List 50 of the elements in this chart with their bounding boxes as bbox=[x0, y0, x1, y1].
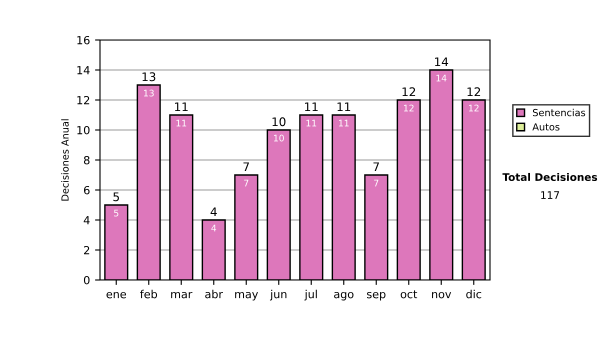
total-label: 14 bbox=[435, 57, 448, 66]
y-tick-label: 14 bbox=[77, 66, 90, 74]
x-tick-label: jul bbox=[304, 290, 317, 300]
y-tick-label: 10 bbox=[77, 126, 90, 134]
total-label: 13 bbox=[142, 72, 156, 82]
x-tick-label: abr bbox=[205, 290, 223, 298]
y-axis-title: Decisiones Anual bbox=[61, 119, 69, 201]
total-label: 4 bbox=[210, 207, 217, 216]
x-tick-label: feb bbox=[140, 290, 158, 298]
total-label: 5 bbox=[113, 192, 119, 202]
data-label: 7 bbox=[244, 180, 248, 186]
legend-label: Autos bbox=[532, 123, 560, 131]
data-label: 5 bbox=[114, 210, 118, 216]
y-tick-label: 8 bbox=[84, 156, 90, 164]
data-label: 4 bbox=[211, 224, 216, 232]
data-label: 11 bbox=[176, 120, 186, 126]
total-label: 11 bbox=[338, 102, 350, 112]
y-tick-label: 2 bbox=[84, 246, 90, 254]
total-label: 7 bbox=[243, 162, 249, 172]
legend-label: Sentencias bbox=[532, 108, 586, 116]
y-tick-label: 12 bbox=[77, 96, 90, 104]
y-tick-label: 16 bbox=[77, 36, 90, 44]
total-label: 12 bbox=[468, 87, 480, 96]
data-label: 11 bbox=[339, 120, 349, 126]
data-label: 7 bbox=[374, 180, 378, 186]
total-label: 11 bbox=[305, 102, 318, 112]
x-tick-label: nov bbox=[432, 292, 452, 298]
y-tick-label: 4 bbox=[84, 216, 90, 224]
x-tick-label: ene bbox=[106, 292, 126, 298]
data-label: 14 bbox=[436, 74, 446, 82]
data-label: 13 bbox=[144, 90, 154, 96]
x-tick-label: sep bbox=[367, 292, 386, 300]
x-tick-label: ago bbox=[334, 292, 354, 300]
data-label: 11 bbox=[306, 120, 316, 126]
text: Total Decisiones bbox=[502, 172, 598, 182]
total-label: 11 bbox=[175, 102, 188, 112]
text: 117 bbox=[541, 191, 560, 199]
data-label: 12 bbox=[469, 104, 479, 112]
x-tick-label: jun bbox=[270, 290, 286, 300]
total-label: 7 bbox=[373, 162, 379, 172]
x-tick-label: mar bbox=[171, 292, 192, 298]
x-tick-label: oct bbox=[400, 290, 418, 298]
total-label: 10 bbox=[272, 117, 286, 126]
total-label: 12 bbox=[402, 87, 416, 96]
data-label: 12 bbox=[404, 104, 414, 112]
x-tick-label: may bbox=[235, 292, 258, 300]
data-label: 10 bbox=[274, 134, 284, 142]
x-tick-label: dic bbox=[466, 290, 482, 298]
y-tick-label: 0 bbox=[84, 276, 90, 284]
y-tick-label: 6 bbox=[84, 186, 90, 194]
